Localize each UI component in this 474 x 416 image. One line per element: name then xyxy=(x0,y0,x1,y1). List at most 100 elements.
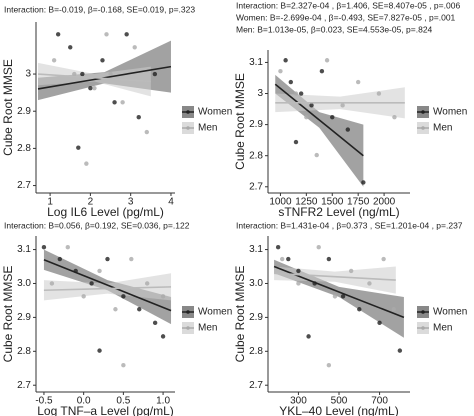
legend-label: Women xyxy=(433,107,467,118)
data-point xyxy=(124,32,129,37)
y-tick-label: 2.9 xyxy=(17,312,31,323)
data-point xyxy=(136,114,141,120)
data-point xyxy=(121,294,126,299)
annotation: Interaction: B=2.327e-04 , β=1.406, SE=8… xyxy=(236,0,460,10)
data-point xyxy=(306,334,311,339)
data-point xyxy=(72,71,77,77)
data-point xyxy=(137,307,142,312)
data-point xyxy=(326,363,332,368)
y-tick-label: 2.7 xyxy=(17,180,31,191)
x-tick-label: 1750 xyxy=(347,197,370,208)
x-tick-label: -0.5 xyxy=(35,396,53,407)
legend-dot xyxy=(186,310,190,314)
data-point xyxy=(113,307,118,312)
data-point xyxy=(152,320,158,326)
x-tick-label: 700 xyxy=(371,396,388,407)
fit-line xyxy=(37,73,151,83)
y-tick-label: 2.8 xyxy=(249,150,263,161)
y-tick-label: 2.7 xyxy=(17,380,31,391)
data-point xyxy=(316,244,321,250)
legend-dot xyxy=(421,326,425,330)
fit-line xyxy=(274,272,396,281)
x-tick-label: 1000 xyxy=(269,197,292,208)
data-point xyxy=(376,91,382,96)
y-axis-label: Cube Root MMSE xyxy=(1,59,15,156)
data-point xyxy=(144,129,149,135)
y-tick-label: 3.1 xyxy=(249,244,263,255)
x-tick-label: 1250 xyxy=(295,197,318,208)
data-point xyxy=(275,244,281,250)
legend-label: Women xyxy=(198,307,232,318)
x-tick-label: 1.0 xyxy=(156,396,170,407)
data-point xyxy=(340,294,346,299)
panel: Interaction: B=0.056, β=0.192, SE=0.036,… xyxy=(1,220,232,416)
data-point xyxy=(65,244,70,250)
legend-dot xyxy=(421,310,425,314)
y-tick-label: 2.9 xyxy=(249,312,263,323)
y-tick-label: 3 xyxy=(257,88,263,99)
data-point xyxy=(89,281,94,286)
data-point xyxy=(97,268,102,274)
data-point xyxy=(280,256,285,262)
data-point xyxy=(152,71,158,77)
data-point xyxy=(97,348,102,353)
x-axis-label: Log IL6 Level (pg/mL) xyxy=(47,205,164,219)
data-point xyxy=(298,91,304,96)
y-tick-label: 3 xyxy=(25,69,31,80)
legend-dot xyxy=(421,126,425,130)
legend-dot xyxy=(186,110,190,114)
data-point xyxy=(357,307,362,312)
annotation: Interaction: B=-0.019, β=-0.168, SE=0.01… xyxy=(4,4,195,14)
confidence-band xyxy=(43,273,172,301)
data-point xyxy=(57,256,63,262)
data-point xyxy=(304,114,309,120)
x-tick-label: 2000 xyxy=(373,197,396,208)
data-point xyxy=(286,256,291,262)
data-point xyxy=(55,32,61,37)
annotation: Interaction: B=1.431e-04 , β=0.373 , SE=… xyxy=(236,220,463,230)
legend-label: Men xyxy=(198,323,217,334)
x-axis-label: Log TNF–a Level (pg/mL) xyxy=(37,404,174,416)
data-point xyxy=(392,114,397,120)
y-tick-label: 2.7 xyxy=(249,181,263,192)
data-point xyxy=(314,152,319,158)
data-point xyxy=(391,307,396,312)
data-point xyxy=(340,103,345,108)
data-point xyxy=(330,114,335,120)
y-tick-label: 2.7 xyxy=(249,380,263,391)
legend-label: Men xyxy=(198,123,217,134)
fit-line xyxy=(43,286,172,292)
annotation: Women: B=-2.699e-04 , β=-0.493, SE=7.827… xyxy=(236,12,456,22)
y-axis-label: Cube Root MMSE xyxy=(233,266,247,363)
data-point xyxy=(92,85,97,91)
data-point xyxy=(88,85,93,91)
data-point xyxy=(132,45,137,50)
y-tick-label: 2.8 xyxy=(17,346,31,357)
data-point xyxy=(309,103,314,108)
y-tick-label: 2.8 xyxy=(17,143,31,154)
data-point xyxy=(296,268,301,274)
x-tick-label: 1500 xyxy=(321,197,344,208)
annotation: Men: B=1.013e-05, β=0.023, SE=4.553e-05,… xyxy=(236,24,433,34)
data-point xyxy=(348,268,354,274)
data-point xyxy=(81,294,86,299)
data-point xyxy=(104,32,109,37)
y-tick-label: 2.9 xyxy=(17,106,31,117)
data-point xyxy=(319,68,325,74)
legend-dot xyxy=(186,126,190,130)
y-tick-label: 3.0 xyxy=(249,278,263,289)
legend-dot xyxy=(421,110,425,114)
legend-dot xyxy=(186,326,190,330)
data-point xyxy=(80,71,85,77)
x-tick-label: 2 xyxy=(88,197,94,208)
data-point xyxy=(160,334,166,339)
data-point xyxy=(100,58,105,63)
data-point xyxy=(105,256,110,262)
y-tick-label: 3.1 xyxy=(17,244,31,255)
data-point xyxy=(41,244,47,250)
data-point xyxy=(121,363,126,368)
y-tick-label: 3.0 xyxy=(17,278,31,289)
x-tick-label: 0.5 xyxy=(116,396,130,407)
y-tick-label: 3.1 xyxy=(249,57,263,68)
